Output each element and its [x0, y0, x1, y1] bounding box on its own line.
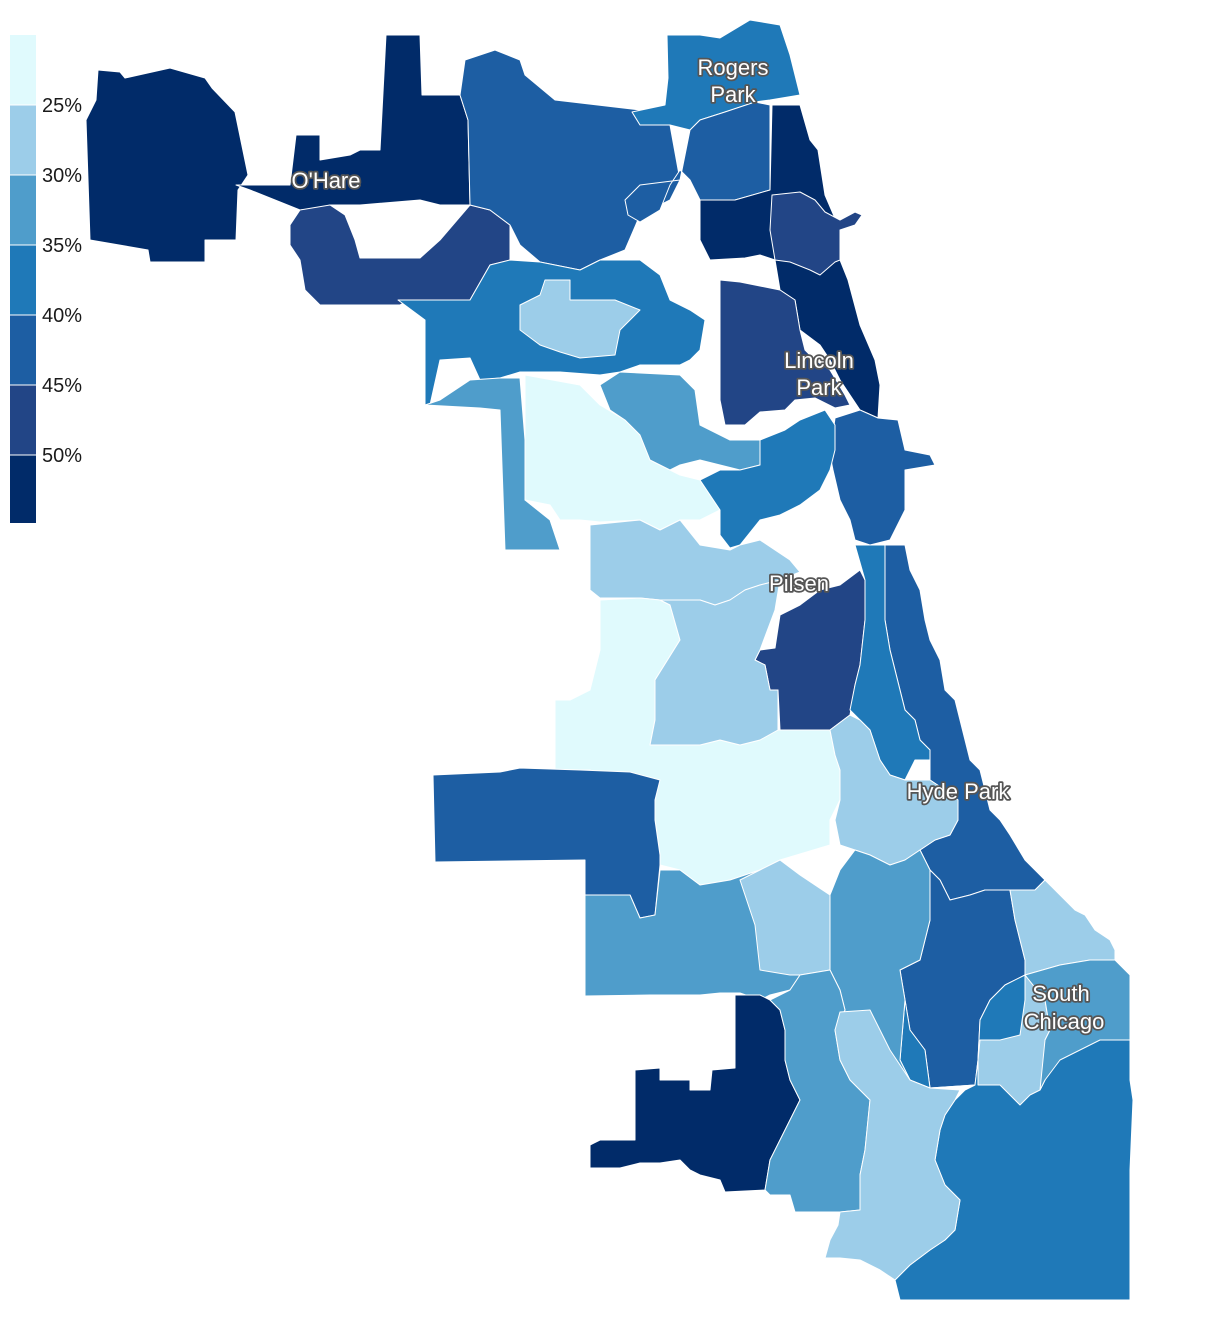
region-northwest-light — [519, 279, 641, 359]
label-lincoln-park-line2: Park — [796, 375, 842, 400]
region-far-southwest — [589, 994, 801, 1193]
label-lincoln-park-line1: Lincoln — [784, 348, 854, 373]
legend-label-40: 40% — [42, 305, 82, 327]
regions — [85, 19, 1134, 1301]
legend-swatch-1 — [10, 105, 36, 175]
region-northwest-upper — [459, 49, 681, 271]
region-edgewater — [624, 101, 771, 223]
legend-label-30: 30% — [42, 165, 82, 187]
region-ohare-west — [85, 67, 249, 263]
region-hyde-park — [829, 714, 959, 866]
region-west-town — [699, 409, 836, 549]
legend-label-45: 45% — [42, 375, 82, 397]
label-ohare: O'Hare — [292, 168, 361, 193]
label-south-chicago-line2: Chicago — [1024, 1009, 1105, 1034]
region-pullman — [824, 1009, 961, 1281]
legend-swatch-4 — [10, 315, 36, 385]
label-pilsen: Pilsen — [769, 571, 829, 596]
legend: 25% 30% 35% 40% 45% 50% — [10, 35, 82, 523]
place-labels: O'Hare Rogers Park Lincoln Park Pilsen H… — [290, 53, 1106, 1036]
region-bronzeville — [849, 544, 931, 781]
legend-swatch-3 — [10, 245, 36, 315]
label-rogers-park-line1: Rogers — [698, 55, 769, 80]
region-lincoln-square — [769, 191, 863, 276]
label-south-chicago-line1: South — [1032, 981, 1090, 1006]
legend-swatch-2 — [10, 175, 36, 245]
region-loop — [829, 409, 936, 546]
region-southwest-side — [432, 767, 661, 919]
legend-label-50: 50% — [42, 445, 82, 467]
legend-swatch-5 — [10, 385, 36, 455]
label-rogers-park-line2: Park — [710, 82, 756, 107]
legend-label-35: 35% — [42, 235, 82, 257]
region-far-southeast — [1024, 959, 1131, 1091]
label-hyde-park: Hyde Park — [907, 779, 1011, 804]
legend-label-25: 25% — [42, 95, 82, 117]
legend-swatch-6 — [10, 455, 36, 523]
region-lincoln-park — [719, 279, 851, 426]
region-southwest-light — [649, 579, 781, 746]
legend-swatch-0 — [10, 35, 36, 105]
